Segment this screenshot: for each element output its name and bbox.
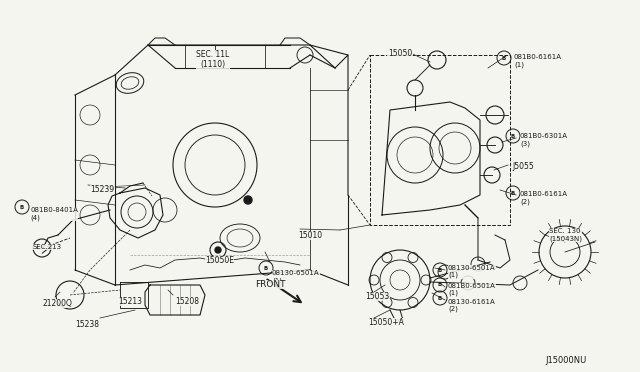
Text: SEC. 11L
(1110): SEC. 11L (1110) xyxy=(196,50,230,70)
Text: 21200Q: 21200Q xyxy=(42,299,72,308)
Text: J5055: J5055 xyxy=(512,162,534,171)
Text: 15239: 15239 xyxy=(90,185,114,194)
Text: 081B0-6501A
(1): 081B0-6501A (1) xyxy=(448,283,496,296)
Text: FRONT: FRONT xyxy=(255,280,285,289)
Text: B: B xyxy=(264,266,268,270)
Text: 15213: 15213 xyxy=(118,297,142,306)
Text: 15238: 15238 xyxy=(75,320,99,329)
Text: 08130-6501A
(1): 08130-6501A (1) xyxy=(448,265,495,279)
Text: B: B xyxy=(438,282,442,288)
Text: SEC.213: SEC.213 xyxy=(32,244,61,250)
Text: 15050: 15050 xyxy=(388,49,412,58)
Text: J15000NU: J15000NU xyxy=(545,356,586,365)
Text: B: B xyxy=(511,190,515,196)
Text: 15050E: 15050E xyxy=(205,256,234,265)
Circle shape xyxy=(215,247,221,253)
Text: 081B0-8401A
(4): 081B0-8401A (4) xyxy=(30,207,78,221)
Text: B: B xyxy=(502,55,506,61)
Text: 081B0-6161A
(1): 081B0-6161A (1) xyxy=(514,54,562,67)
Text: 081B0-6301A
(3): 081B0-6301A (3) xyxy=(520,133,568,147)
Text: 08130-6161A
(2): 08130-6161A (2) xyxy=(448,299,496,312)
Text: SEC. 130
(15043N): SEC. 130 (15043N) xyxy=(549,228,582,241)
Text: 15208: 15208 xyxy=(175,297,199,306)
Text: 081B0-6161A
(2): 081B0-6161A (2) xyxy=(520,191,568,205)
Circle shape xyxy=(244,196,252,204)
Text: 15050+A: 15050+A xyxy=(368,318,404,327)
Text: B: B xyxy=(20,205,24,209)
Text: B: B xyxy=(438,267,442,273)
Text: 15053: 15053 xyxy=(365,292,389,301)
Text: 15010: 15010 xyxy=(298,231,322,240)
Text: 08130-6501A
(1): 08130-6501A (1) xyxy=(272,270,319,283)
Text: B: B xyxy=(438,295,442,301)
Text: B: B xyxy=(511,134,515,138)
